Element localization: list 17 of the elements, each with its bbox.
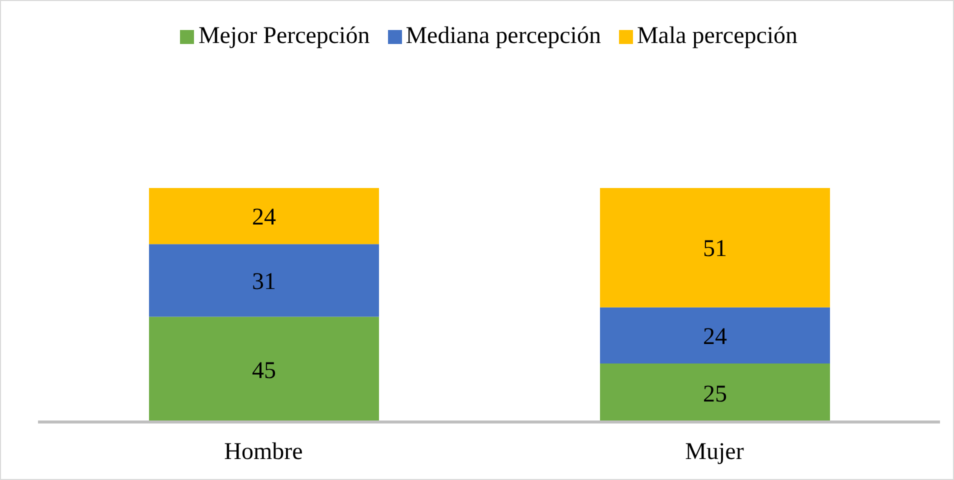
x-tick-label: Hombre [224,439,303,466]
legend-label: Mala percepción [636,23,798,50]
legend-label: Mejor Percepción [198,23,370,50]
x-tick-label: Mujer [685,439,744,466]
data-label: 24 [703,324,727,350]
bar [149,316,379,422]
data-label: 25 [703,381,727,408]
data-label: 24 [252,204,276,231]
data-label: 31 [252,268,276,295]
bar [600,188,830,308]
bar [149,244,379,317]
bar [600,364,830,422]
data-label: 45 [252,358,276,384]
data-label: 51 [703,236,727,262]
legend-label: Mediana percepción [406,23,601,50]
bar [149,188,379,244]
bar [600,307,830,364]
